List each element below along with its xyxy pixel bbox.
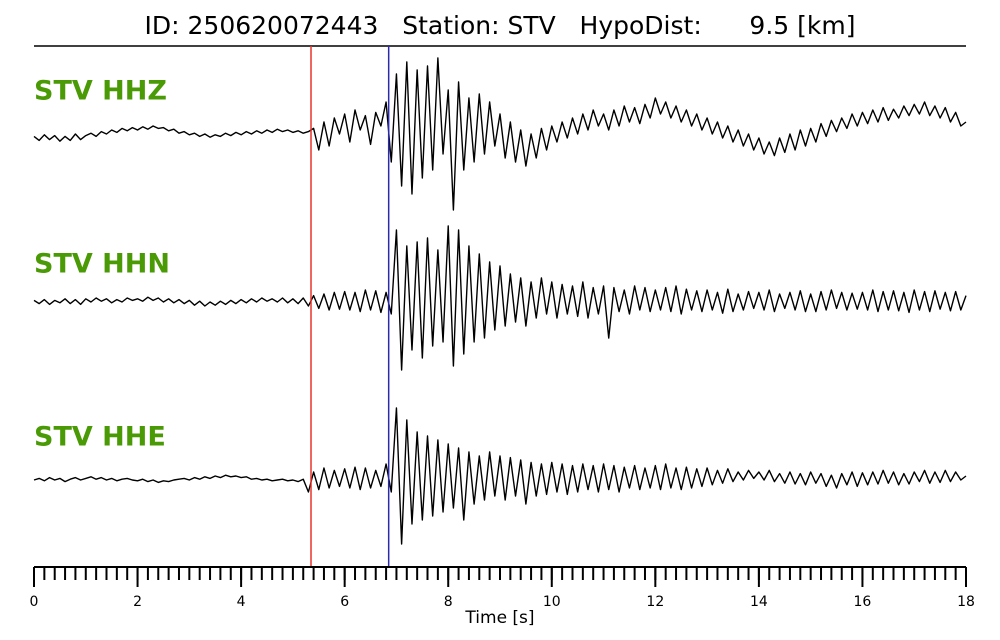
- x-tick-label: 12: [646, 594, 664, 610]
- trace-label: STV HHZ: [34, 76, 167, 107]
- x-tick-label: 18: [957, 594, 975, 610]
- x-tick-label: 8: [444, 594, 453, 610]
- trace-label: STV HHE: [34, 422, 166, 453]
- x-tick-label: 10: [543, 594, 561, 610]
- chart-title: ID: 250620072443 Station: STV HypoDist: …: [145, 11, 856, 40]
- waveform: [33, 407, 967, 545]
- x-tick-label: 14: [750, 594, 768, 610]
- waveform: [33, 57, 967, 211]
- x-tick-label: 6: [340, 594, 349, 610]
- waveform: [33, 225, 967, 371]
- x-tick-label: 0: [30, 594, 39, 610]
- x-tick-label: 2: [133, 594, 142, 610]
- x-tick-label: 16: [854, 594, 872, 610]
- x-tick-label: 4: [237, 594, 246, 610]
- x-axis-label: Time [s]: [464, 608, 534, 628]
- trace-label: STV HHN: [34, 249, 170, 280]
